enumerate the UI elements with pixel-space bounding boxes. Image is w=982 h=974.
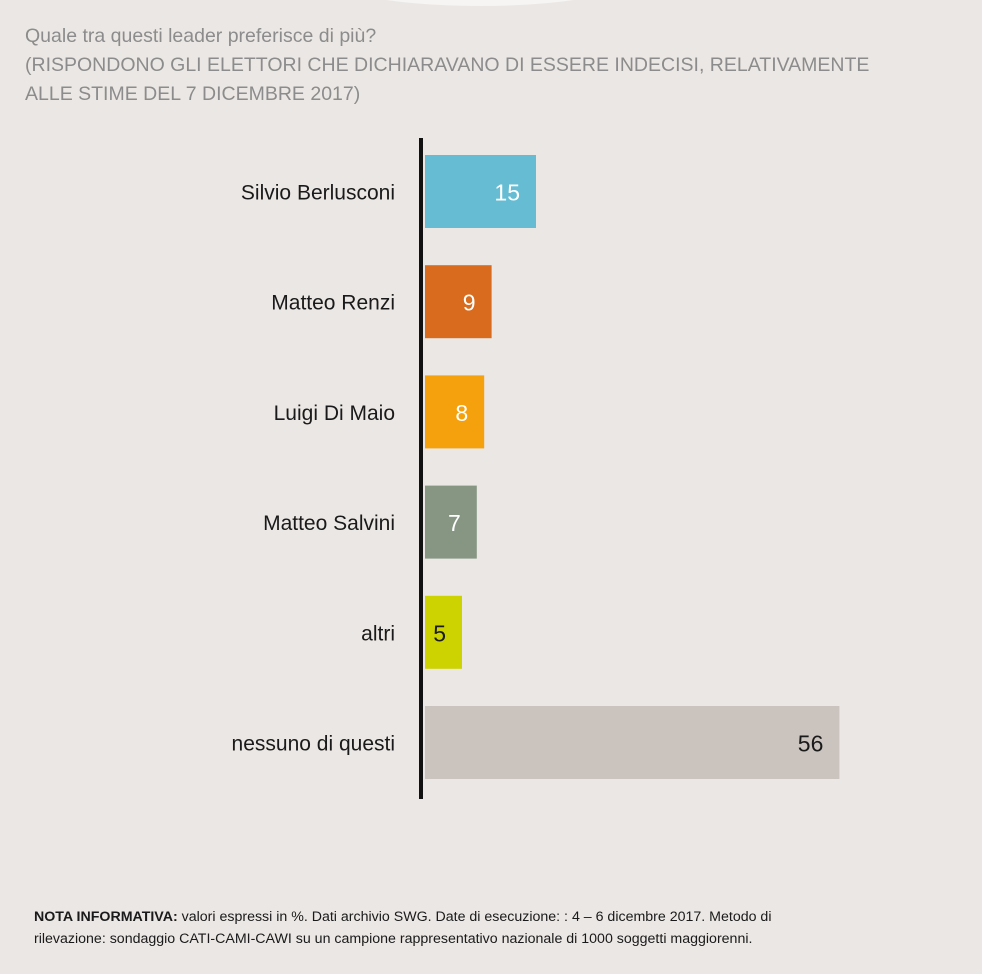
category-label-4: Matteo Salvini	[263, 512, 395, 535]
footnote-label: NOTA INFORMATIVA:	[34, 909, 178, 925]
bar-3	[425, 375, 485, 449]
title-subtitle-line1: (RISPONDONO GLI ELETTORI CHE DICHIARAVAN…	[25, 54, 870, 76]
value-label-6: 56	[798, 731, 824, 757]
category-label-6: nessuno di questi	[232, 733, 395, 756]
bar-4	[425, 485, 477, 559]
title-subtitle-line2: ALLE STIME DEL 7 DICEMBRE 2017)	[25, 83, 361, 105]
chart-title: Quale tra questi leader preferisce di pi…	[25, 22, 965, 109]
value-label-1: 15	[494, 180, 520, 206]
bar-5	[425, 595, 462, 669]
category-label-5: altri	[361, 622, 395, 645]
value-label-5: 5	[433, 620, 446, 646]
footnote: NOTA INFORMATIVA: valori espressi in %. …	[34, 906, 964, 950]
bar-6	[425, 706, 840, 779]
category-label-1: Silvio Berlusconi	[241, 182, 395, 205]
top-decoration	[310, 0, 650, 6]
value-label-4: 7	[448, 510, 461, 536]
value-label-3: 8	[455, 400, 468, 426]
bar-1	[425, 155, 536, 228]
footnote-text-line2: rilevazione: sondaggio CATI-CAMI-CAWI su…	[34, 931, 753, 947]
title-question: Quale tra questi leader preferisce di pi…	[25, 25, 377, 47]
bar-2	[425, 265, 492, 339]
value-label-2: 9	[463, 290, 476, 316]
footnote-text-line1: valori espressi in %. Dati archivio SWG.…	[177, 909, 772, 925]
category-label-3: Luigi Di Maio	[274, 402, 395, 425]
category-label-2: Matteo Renzi	[271, 292, 395, 315]
